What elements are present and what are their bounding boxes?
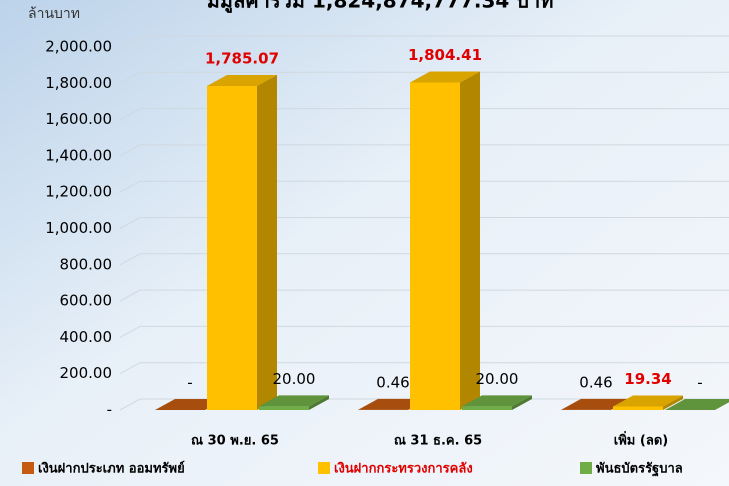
x-tick-label: เพิ่ม (ลด) [614, 431, 668, 449]
legend-swatch [22, 462, 34, 474]
legend-label: พันธบัตรรัฐบาล [596, 462, 683, 478]
bar-side [460, 71, 480, 410]
y-tick-label: 1,200.00 [45, 183, 112, 201]
bar-side [257, 75, 277, 410]
y-tick-label: - [107, 401, 112, 419]
bar [462, 406, 512, 410]
bar [207, 86, 257, 410]
value-label: 20.00 [476, 370, 519, 388]
legend-label: เงินฝากประเภท ออมทรัพย์ [38, 461, 185, 477]
value-label: - [187, 374, 192, 392]
value-label: 0.46 [579, 373, 612, 391]
y-tick-label: 200.00 [60, 364, 113, 382]
bar [613, 406, 663, 410]
value-label: 1,804.41 [408, 46, 482, 64]
chart: มีมูลค่ารวม 1,824,874,777.34 บาท ล้านบาท… [0, 0, 729, 486]
bar [259, 406, 309, 410]
y-tick-label: 1,800.00 [45, 74, 112, 92]
legend-swatch [580, 462, 592, 474]
value-label: - [697, 374, 702, 392]
value-label: 20.00 [273, 370, 316, 388]
bar [410, 82, 460, 410]
y-tick-label: 1,600.00 [45, 110, 112, 128]
legend-label: เงินฝากกระทรวงการคลัง [334, 462, 473, 477]
y-tick-label: 1,400.00 [45, 146, 112, 164]
y-tick-label: 1,000.00 [45, 219, 112, 237]
value-label: 1,785.07 [205, 50, 279, 68]
y-tick-label: 2,000.00 [45, 38, 112, 56]
y-tick-label: 800.00 [60, 255, 113, 273]
y-tick-label: 600.00 [60, 292, 113, 310]
y-tick-label: 400.00 [60, 328, 113, 346]
value-label: 19.34 [624, 370, 671, 388]
legend-swatch [318, 462, 330, 474]
x-tick-label: ณ 31 ธ.ค. 65 [394, 434, 482, 449]
chart-title: มีมูลค่ารวม 1,824,874,777.34 บาท [207, 0, 554, 15]
y-axis-label: ล้านบาท [28, 6, 80, 22]
x-tick-label: ณ 30 พ.ย. 65 [191, 434, 279, 449]
value-label: 0.46 [376, 373, 409, 391]
